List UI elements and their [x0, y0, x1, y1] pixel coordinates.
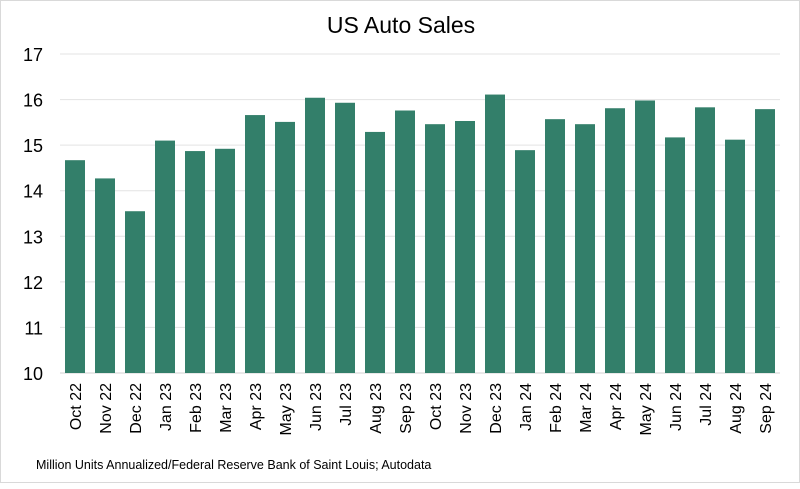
x-tick-label: Oct 22 [68, 383, 85, 430]
bar [515, 150, 535, 373]
bar [575, 124, 595, 374]
x-tick-label: Jun 24 [668, 383, 685, 431]
y-tick-label: 14 [23, 182, 43, 202]
bar [275, 121, 295, 373]
x-tick-label: Dec 22 [128, 383, 145, 434]
bar [95, 178, 115, 373]
gridlines [60, 53, 780, 374]
x-tick-label: Apr 24 [608, 383, 625, 430]
bar [215, 148, 235, 373]
y-tick-label: 13 [23, 227, 43, 247]
y-tick-label: 11 [24, 318, 43, 338]
x-tick-label: Jul 23 [338, 383, 355, 426]
bar [305, 97, 325, 374]
x-tick-label: Jul 24 [698, 383, 715, 426]
x-tick-label: Jan 23 [158, 383, 175, 431]
bar [245, 115, 265, 374]
bar [65, 160, 85, 373]
bar [395, 110, 415, 373]
x-tick-label: Aug 23 [368, 383, 385, 434]
bar [365, 131, 385, 373]
x-tick-label: May 23 [278, 383, 295, 436]
x-tick-label: Aug 24 [728, 383, 745, 434]
x-tick-label: Sep 24 [758, 383, 775, 434]
x-tick-label: Sep 23 [398, 383, 415, 434]
bar [185, 151, 205, 373]
x-tick-label: Dec 23 [488, 383, 505, 434]
x-tick-label: Nov 23 [458, 383, 475, 434]
bar [425, 124, 445, 374]
y-tick-label: 15 [23, 136, 43, 156]
x-tick-label: Mar 23 [218, 383, 235, 433]
y-tick-label: 10 [23, 364, 43, 384]
x-tick-label: Jan 24 [518, 383, 535, 431]
bar [125, 211, 145, 373]
footnote: Million Units Annualized/Federal Reserve… [36, 458, 431, 472]
x-tick-label: Mar 24 [578, 383, 595, 433]
x-tick-label: May 24 [638, 383, 655, 436]
x-tick-label: Jun 23 [308, 383, 325, 431]
x-axis-ticks: Oct 22 Nov 22 Dec 22 Jan 23 Feb 23 Mar 23 Apr … [68, 383, 775, 436]
y-axis-ticks: 10 11 12 13 14 15 16 17 [23, 45, 43, 384]
bar [335, 102, 355, 374]
bar [455, 120, 475, 374]
x-tick-label: Oct 23 [428, 383, 445, 430]
chart-title: US Auto Sales [327, 12, 475, 38]
bar [485, 94, 505, 374]
bar [665, 137, 685, 373]
x-tick-label: Feb 24 [548, 383, 565, 433]
bar [635, 100, 655, 374]
x-tick-label: Feb 23 [188, 383, 205, 433]
bar [605, 108, 625, 373]
bars [65, 94, 775, 374]
bar [545, 119, 565, 373]
x-tick-label: Nov 22 [98, 383, 115, 434]
y-tick-label: 12 [23, 273, 43, 293]
x-tick-label: Apr 23 [248, 383, 265, 430]
y-tick-label: 16 [23, 91, 43, 111]
y-tick-label: 17 [23, 45, 43, 65]
bar [725, 139, 745, 373]
bar [155, 140, 175, 373]
bar [695, 107, 715, 373]
bar [755, 109, 775, 374]
